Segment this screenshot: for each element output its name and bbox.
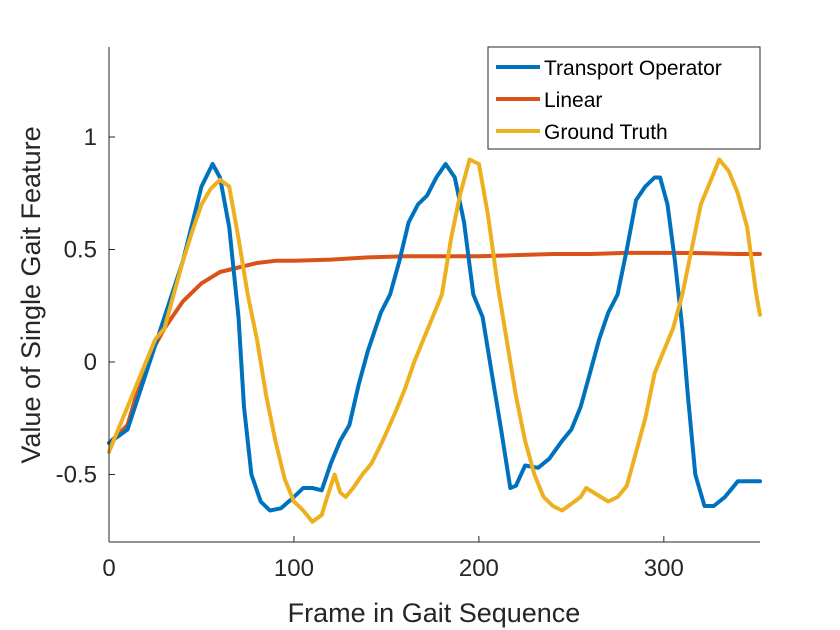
legend-label-transport-operator: Transport Operator — [544, 57, 722, 80]
x-tick-label: 300 — [644, 555, 684, 582]
legend-label-ground-truth: Ground Truth — [544, 121, 668, 144]
x-tick-label: 200 — [459, 555, 499, 582]
x-ticks: 0 100 200 300 — [102, 536, 684, 582]
series-layer — [107, 157, 762, 524]
axes — [108, 47, 760, 543]
legend-label-linear: Linear — [544, 89, 602, 112]
y-tick-label: 0 — [84, 349, 97, 376]
y-ticks: -0.5 0 0.5 1 — [56, 124, 115, 489]
y-tick-label: -0.5 — [56, 462, 97, 489]
series-line-ground-truth — [107, 157, 762, 524]
x-tick-label: 100 — [274, 555, 314, 582]
legend: Transport Operator Linear Ground Truth — [487, 46, 761, 150]
x-tick-label: 0 — [102, 555, 115, 582]
y-tick-label: 1 — [84, 124, 97, 151]
series-line-linear — [107, 250, 762, 445]
y-axis-label: Value of Single Gait Feature — [16, 126, 46, 463]
x-axis-label: Frame in Gait Sequence — [288, 598, 581, 628]
y-tick-label: 0.5 — [64, 237, 97, 264]
